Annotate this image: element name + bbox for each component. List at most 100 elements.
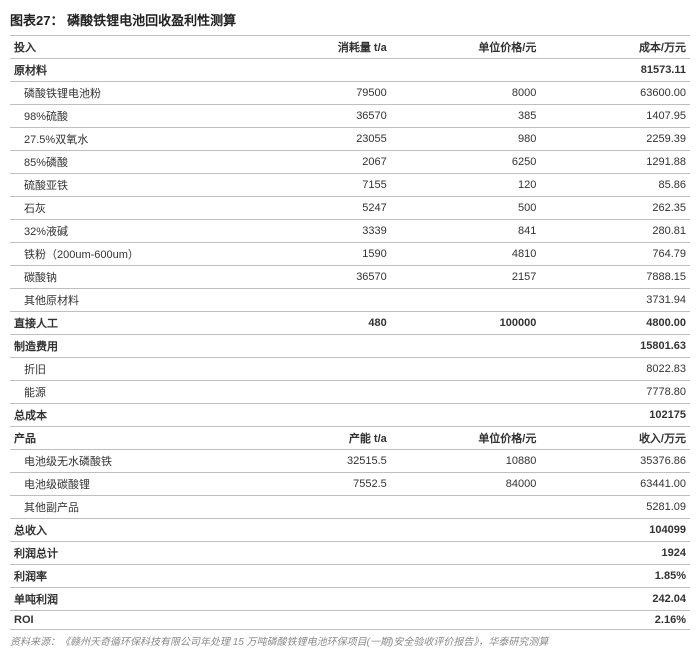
rm-cost: 7888.15 (540, 266, 690, 289)
totcost-label: 总成本 (10, 404, 241, 427)
table-title: 图表27： 磷酸铁锂电池回收盈利性测算 (10, 6, 690, 35)
 (241, 335, 391, 358)
rm-qty: 36570 (241, 105, 391, 128)
rm-price (391, 289, 541, 312)
hdr-input: 投入 (10, 36, 241, 59)
rm-name: 石灰 (10, 197, 241, 220)
hdr-cap: 产能 t/a (241, 427, 391, 450)
prod-rev: 5281.09 (540, 496, 690, 519)
prod-rev: 63441.00 (540, 473, 690, 496)
labor-price: 100000 (391, 312, 541, 335)
rm-cost: 764.79 (540, 243, 690, 266)
roi-label: ROI (10, 611, 241, 630)
mfg-item: 折旧 (10, 358, 241, 381)
rm-price: 8000 (391, 82, 541, 105)
prod-name: 电池级无水磷酸铁 (10, 450, 241, 473)
rm-price: 4810 (391, 243, 541, 266)
margin-val: 1.85% (540, 565, 690, 588)
rm-cost: 85.86 (540, 174, 690, 197)
hdr-price2: 单位价格/元 (391, 427, 541, 450)
rm-cost: 280.81 (540, 220, 690, 243)
 (391, 335, 541, 358)
 (391, 59, 541, 82)
prod-name: 电池级碳酸锂 (10, 473, 241, 496)
prod-rev: 35376.86 (540, 450, 690, 473)
 (391, 519, 541, 542)
profit-val: 1924 (540, 542, 690, 565)
rm-name: 其他原材料 (10, 289, 241, 312)
 (391, 588, 541, 611)
rm-qty: 7155 (241, 174, 391, 197)
mfg-total: 15801.63 (540, 335, 690, 358)
rm-qty: 2067 (241, 151, 391, 174)
rm-cost: 1291.88 (540, 151, 690, 174)
labor-name: 直接人工 (10, 312, 241, 335)
 (391, 404, 541, 427)
rm-price: 6250 (391, 151, 541, 174)
rm-name: 硫酸亚铁 (10, 174, 241, 197)
mfg-label: 制造费用 (10, 335, 241, 358)
mfg-item: 能源 (10, 381, 241, 404)
rm-qty: 79500 (241, 82, 391, 105)
 (241, 565, 391, 588)
totrev-val: 104099 (540, 519, 690, 542)
margin-label: 利润率 (10, 565, 241, 588)
raw-mat-label: 原材料 (10, 59, 241, 82)
 (241, 381, 391, 404)
labor-qty: 480 (241, 312, 391, 335)
hdr-price: 单位价格/元 (391, 36, 541, 59)
rm-cost: 2259.39 (540, 128, 690, 151)
totcost-val: 102175 (540, 404, 690, 427)
rm-cost: 1407.95 (540, 105, 690, 128)
mfg-item-cost: 8022.83 (540, 358, 690, 381)
 (241, 588, 391, 611)
 (241, 519, 391, 542)
profitability-table: 投入消耗量 t/a单位价格/元成本/万元原材料81573.11磷酸铁锂电池粉79… (10, 35, 690, 630)
 (241, 358, 391, 381)
perton-label: 单吨利润 (10, 588, 241, 611)
profit-label: 利润总计 (10, 542, 241, 565)
hdr-product: 产品 (10, 427, 241, 450)
rm-cost: 63600.00 (540, 82, 690, 105)
prod-price: 84000 (391, 473, 541, 496)
rm-price: 980 (391, 128, 541, 151)
 (391, 358, 541, 381)
 (241, 59, 391, 82)
rm-price: 120 (391, 174, 541, 197)
hdr-qty: 消耗量 t/a (241, 36, 391, 59)
rm-name: 32%液碱 (10, 220, 241, 243)
rm-price: 841 (391, 220, 541, 243)
 (391, 611, 541, 630)
labor-cost: 4800.00 (540, 312, 690, 335)
roi-val: 2.16% (540, 611, 690, 630)
prod-name: 其他副产品 (10, 496, 241, 519)
rm-qty: 23055 (241, 128, 391, 151)
 (391, 542, 541, 565)
raw-mat-total: 81573.11 (540, 59, 690, 82)
prod-qty: 7552.5 (241, 473, 391, 496)
rm-name: 铁粉（200um-600um） (10, 243, 241, 266)
rm-qty (241, 289, 391, 312)
rm-qty: 3339 (241, 220, 391, 243)
prod-qty: 32515.5 (241, 450, 391, 473)
rm-cost: 262.35 (540, 197, 690, 220)
perton-val: 242.04 (540, 588, 690, 611)
rm-price: 500 (391, 197, 541, 220)
rm-qty: 5247 (241, 197, 391, 220)
rm-name: 碳酸钠 (10, 266, 241, 289)
rm-price: 385 (391, 105, 541, 128)
rm-qty: 36570 (241, 266, 391, 289)
prod-price (391, 496, 541, 519)
hdr-cost: 成本/万元 (540, 36, 690, 59)
source-note: 资料来源：《赣州天奇循环保科技有限公司年处理 15 万吨磷酸铁锂电池环保项目(一… (10, 630, 690, 648)
rm-name: 85%磷酸 (10, 151, 241, 174)
 (241, 542, 391, 565)
rm-name: 98%硫酸 (10, 105, 241, 128)
prod-price: 10880 (391, 450, 541, 473)
 (241, 404, 391, 427)
mfg-item-cost: 7778.80 (540, 381, 690, 404)
 (241, 611, 391, 630)
rm-qty: 1590 (241, 243, 391, 266)
 (391, 381, 541, 404)
 (391, 565, 541, 588)
